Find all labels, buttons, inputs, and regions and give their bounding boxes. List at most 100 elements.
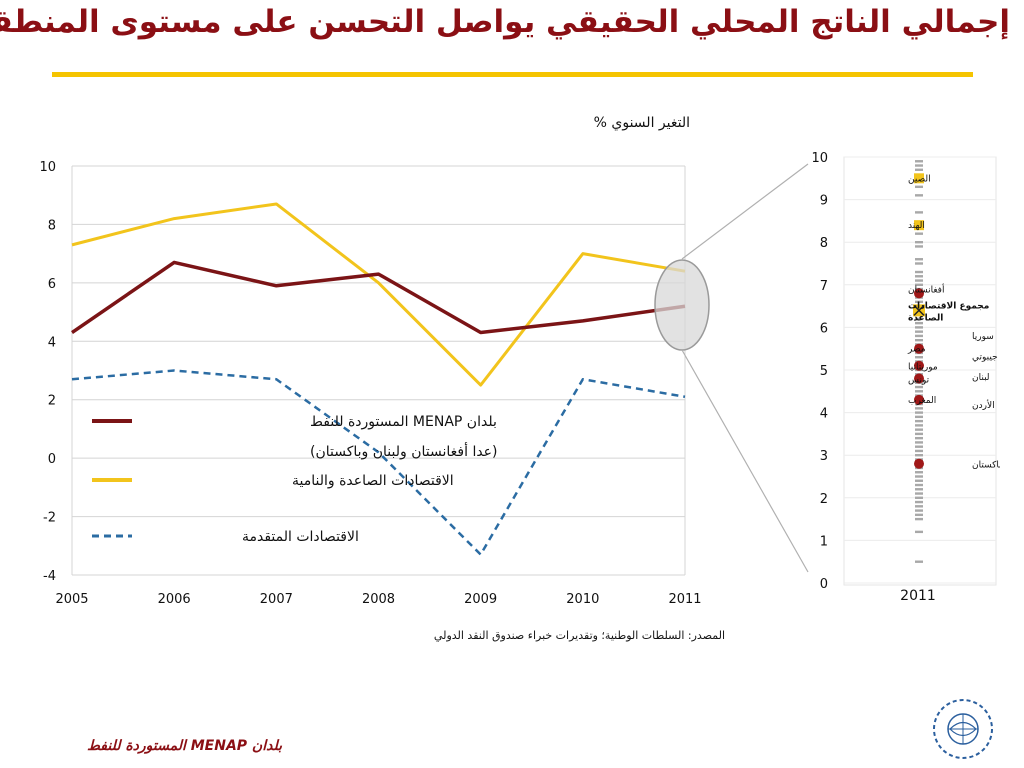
scatter-other-country-mark bbox=[915, 530, 923, 534]
scatter-point-label: باكستان bbox=[972, 461, 1000, 471]
scatter-y-tick-label: 3 bbox=[820, 449, 828, 464]
scatter-other-country-mark bbox=[915, 424, 923, 427]
y-tick-label: -2 bbox=[43, 511, 56, 526]
scatter-other-country-mark bbox=[915, 334, 923, 338]
scatter-point-label: المغرب bbox=[908, 396, 936, 406]
x-tick-label: 2005 bbox=[55, 592, 88, 607]
legend-label-menap: بلدان MENAP المستوردة للنفط bbox=[310, 414, 497, 430]
scatter-other-country-mark bbox=[915, 317, 923, 321]
scatter-x-label: 2011 bbox=[900, 588, 936, 604]
scatter-other-country-mark bbox=[915, 496, 923, 499]
scatter-point-square bbox=[914, 220, 924, 231]
scatter-point-label: لبنان bbox=[972, 373, 990, 383]
scatter-point-label-cont: الصاعدة bbox=[908, 313, 943, 323]
scatter-other-country-mark bbox=[915, 275, 923, 278]
scatter-other-country-mark bbox=[915, 245, 923, 248]
scatter-other-country-mark bbox=[915, 241, 923, 244]
legend-label-emerging: الاقتصادات الصاعدة والنامية bbox=[292, 473, 454, 489]
scatter-other-country-mark bbox=[915, 475, 923, 478]
chart-unit-label: التغير السنوي % bbox=[593, 115, 690, 131]
scatter-other-country-mark bbox=[915, 385, 923, 389]
scatter-other-country-mark bbox=[915, 164, 923, 167]
legend-label-menap-note: (عدا أفغانستان ولبنان وباكستان) bbox=[310, 442, 498, 460]
series-line-2 bbox=[71, 369, 686, 556]
scatter-point-label: جيبوتي bbox=[972, 352, 998, 362]
scatter-other-country-mark bbox=[915, 436, 923, 440]
scatter-y-tick-label: 2 bbox=[820, 492, 828, 507]
scatter-other-country-mark bbox=[915, 471, 923, 474]
legend: بلدان MENAP المستوردة للنفط (عدا أفغانست… bbox=[92, 414, 498, 545]
series-line-1 bbox=[71, 202, 686, 387]
scatter-y-tick-label: 6 bbox=[820, 321, 828, 336]
scatter-other-country-mark bbox=[915, 505, 923, 508]
scatter-other-country-mark bbox=[915, 517, 923, 521]
scatter-other-country-mark bbox=[915, 560, 923, 563]
scatter-point-circle bbox=[914, 343, 924, 354]
x-tick-label: 2010 bbox=[566, 592, 599, 607]
scatter-other-country-mark bbox=[915, 513, 923, 517]
y-tick-label: 6 bbox=[48, 277, 56, 292]
scatter-other-country-mark bbox=[915, 428, 923, 431]
scatter-point-label: موريتانيا bbox=[908, 363, 938, 373]
legend-label-advanced: الاقتصادات المتقدمة bbox=[242, 529, 359, 545]
scatter-point-circle bbox=[914, 360, 924, 371]
scatter-other-country-mark bbox=[915, 258, 923, 261]
scatter-other-country-mark bbox=[915, 479, 923, 482]
scatter-point-aggregate-cross bbox=[913, 304, 925, 316]
scatter-other-country-mark bbox=[915, 262, 923, 265]
page-title: إجمالي الناتج المحلي الحقيقي يواصل التحس… bbox=[0, 4, 1010, 40]
scatter-other-country-mark bbox=[915, 356, 923, 359]
y-tick-label: -4 bbox=[43, 569, 56, 584]
scatter-point-label: الصين bbox=[908, 174, 931, 184]
scatter-other-country-mark bbox=[915, 483, 923, 487]
scatter-point-label: تونس bbox=[908, 376, 930, 386]
scatter-y-tick-label: 8 bbox=[820, 236, 828, 251]
scatter-other-country-mark bbox=[915, 160, 923, 163]
scatter-other-country-mark bbox=[915, 509, 923, 512]
scatter-other-country-mark bbox=[915, 390, 923, 393]
y-tick-label: 10 bbox=[39, 160, 56, 175]
scatter-other-country-mark bbox=[915, 500, 923, 504]
series-lines bbox=[71, 202, 686, 556]
scatter-other-country-mark bbox=[915, 232, 923, 235]
series-line-0 bbox=[71, 260, 686, 335]
scatter-other-country-mark bbox=[915, 454, 923, 457]
x-tick-label: 2009 bbox=[464, 592, 497, 607]
scatter-y-tick-label: 10 bbox=[811, 151, 828, 166]
y-tick-label: 0 bbox=[48, 452, 56, 467]
scatter-point-circle bbox=[914, 394, 924, 405]
scatter-point-square bbox=[914, 173, 924, 184]
footer-note: بلدان MENAP المستوردة للنفط bbox=[86, 738, 282, 754]
scatter-y-tick-label: 1 bbox=[820, 534, 828, 549]
scatter-point-circle bbox=[914, 458, 924, 469]
scatter-other-country-mark bbox=[915, 432, 923, 436]
y-tick-labels: 10 8 6 4 2 0 -2 -4 bbox=[39, 160, 56, 584]
scatter-other-country-mark bbox=[915, 185, 923, 189]
scatter-y-tick-label: 4 bbox=[820, 407, 828, 422]
scatter-y-tick-label: 5 bbox=[820, 364, 828, 379]
scatter-point-label: الهند bbox=[908, 221, 925, 231]
y-tick-label: 8 bbox=[48, 218, 56, 233]
scatter-point-circle bbox=[914, 373, 924, 384]
scatter-other-country-mark bbox=[915, 449, 923, 453]
scatter-y-tick-label: 7 bbox=[820, 279, 828, 294]
scatter-other-country-mark bbox=[915, 211, 923, 214]
y-tick-label: 4 bbox=[48, 335, 56, 350]
x-tick-label: 2011 bbox=[668, 592, 701, 607]
scatter-other-country-mark bbox=[915, 411, 923, 414]
scatter-other-country-mark bbox=[915, 326, 923, 329]
scatter-point-label: أفغانستان bbox=[908, 283, 945, 295]
scatter-other-country-mark bbox=[915, 415, 923, 419]
scatter-other-country-mark bbox=[915, 283, 923, 286]
scatter-other-country-mark bbox=[915, 419, 923, 423]
title-underline bbox=[52, 72, 973, 77]
imf-seal-logo bbox=[933, 699, 993, 759]
scatter-other-country-mark bbox=[915, 488, 923, 491]
scatter-point-label: سوريا bbox=[972, 332, 994, 342]
x-tick-label: 2007 bbox=[260, 592, 293, 607]
scatter-other-country-mark bbox=[915, 407, 923, 410]
highlight-ellipse bbox=[654, 259, 710, 351]
scatter-other-country-mark bbox=[915, 441, 923, 444]
scatter-other-country-mark bbox=[915, 321, 923, 325]
